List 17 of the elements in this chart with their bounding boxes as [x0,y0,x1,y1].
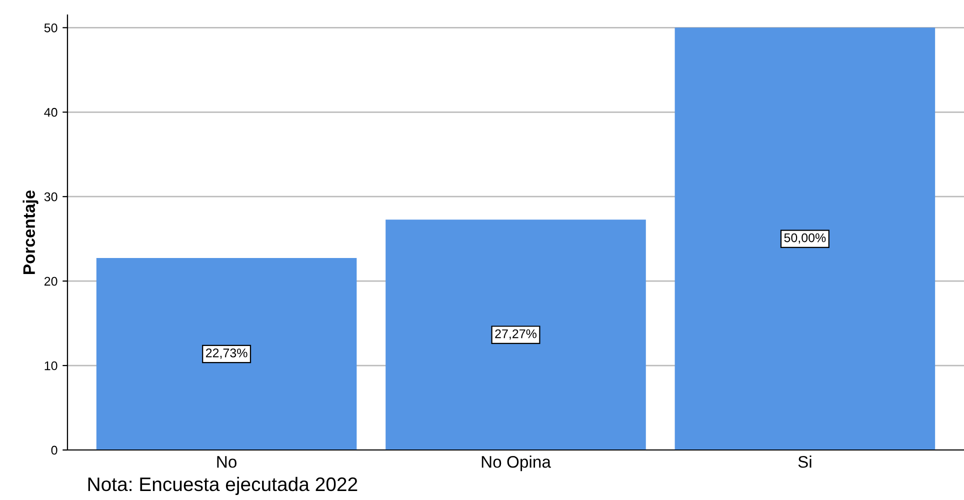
data-label: 22,73% [206,348,248,359]
y-tick-label: 10 [44,361,58,370]
bar [674,28,936,450]
y-axis-title: Porcentaje [22,190,38,274]
y-tick-label: 50 [44,23,58,32]
bar [96,258,357,450]
x-tick-label: Si [798,456,812,468]
data-label: 50,00% [784,233,826,244]
text: Nota: Encuesta ejecutada 2022 [88,476,358,495]
y-tick-label: 20 [44,276,58,286]
y-tick-label: 30 [44,192,58,202]
data-label: 27,27% [495,329,536,340]
bar [386,220,646,450]
x-tick-label: No [217,456,236,468]
x-tick-label: No Opina [482,456,551,472]
y-tick-label: 0 [51,446,58,455]
y-tick-label: 40 [44,108,58,117]
